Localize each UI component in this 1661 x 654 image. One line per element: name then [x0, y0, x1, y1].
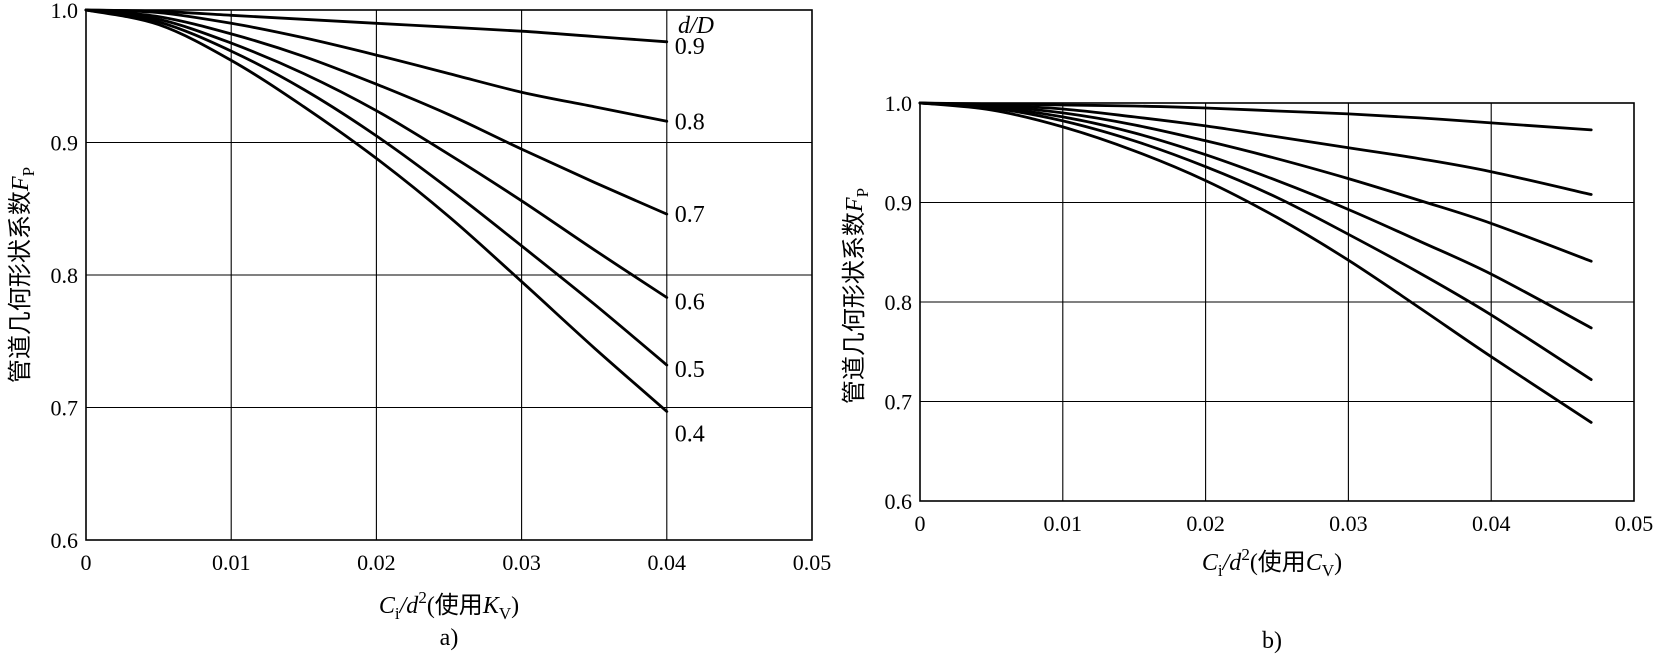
y-tick-label-a: 0.8	[51, 263, 79, 288]
series-line-a-5	[84, 8, 669, 367]
x-tick-label-a: 0.04	[648, 550, 687, 575]
series-label: 0.6	[675, 290, 705, 316]
panel-label-b: b)	[1262, 628, 1282, 654]
x-tick-label-b: 0.02	[1186, 511, 1225, 536]
series-line-b-5	[918, 101, 1593, 381]
y-tick-label-b: 1.0	[885, 91, 913, 116]
y-tick-label-a: 0.7	[51, 396, 79, 421]
x-tick-label-b: 0.03	[1329, 511, 1368, 536]
chart-a: 0.6 0.7 0.8 0.9 1.0 0 0.01 0.02 0.03 0.04 0.05 0.9…	[7, 0, 831, 651]
y-tick-label-b: 0.8	[885, 290, 913, 315]
chart-b: 0.6 0.7 0.8 0.9 1.0 0 0.01 0.02 0.03 0.04 0.05 管道几…	[841, 91, 1653, 654]
x-tick-label-a: 0.05	[793, 550, 832, 575]
x-tick-label-b: 0	[915, 511, 926, 536]
legend-title: d/D	[678, 13, 714, 39]
x-axis-label-b: Ci/d2(使用CV)	[1202, 545, 1342, 580]
y-tick-label-b: 0.7	[885, 390, 913, 415]
x-tick-label-b: 0.04	[1472, 511, 1511, 536]
series-line-b-2	[918, 101, 1593, 196]
y-tick-label-b: 0.9	[885, 191, 913, 216]
series-line-a-1	[84, 8, 669, 44]
x-tick-label-a: 0.01	[212, 550, 251, 575]
series-line-b-6	[918, 101, 1593, 424]
series-label: 0.9	[675, 34, 705, 60]
series-label: 0.7	[675, 202, 705, 228]
x-tick-label-a: 0.03	[502, 550, 541, 575]
series-label: 0.5	[675, 357, 705, 383]
series-line-a-6	[84, 8, 669, 413]
series-line-b-4	[918, 101, 1593, 330]
x-axis-label-a: Ci/d2(使用KV)	[379, 588, 519, 623]
series-label: 0.4	[675, 421, 705, 447]
x-tick-label-a: 0	[81, 550, 92, 575]
y-axis-label-a: 管道几何形状系数FP	[7, 167, 38, 383]
panel-label-a: a)	[440, 625, 459, 651]
series-line-a-3	[84, 8, 669, 216]
y-tick-label-b: 0.6	[885, 489, 913, 514]
series-label: 0.8	[675, 109, 705, 135]
series-line-b-1	[918, 101, 1593, 132]
series-line-a-4	[84, 8, 669, 299]
series-line-b-3	[918, 101, 1593, 263]
y-tick-label-a: 0.9	[51, 131, 79, 156]
x-tick-label-b: 0.01	[1044, 511, 1083, 536]
series-line-a-2	[84, 8, 669, 123]
x-tick-label-b: 0.05	[1615, 511, 1654, 536]
y-axis-label-b: 管道几何形状系数FP	[841, 188, 872, 404]
x-tick-label-a: 0.02	[357, 550, 396, 575]
y-tick-label-a: 1.0	[51, 0, 79, 23]
y-tick-label-a: 0.6	[51, 528, 79, 553]
